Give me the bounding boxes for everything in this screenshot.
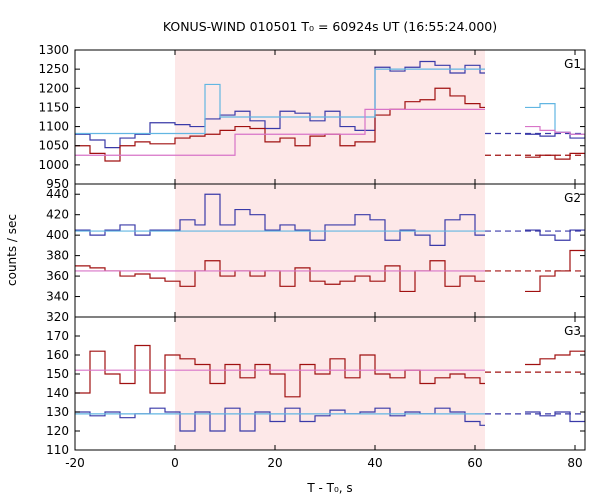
series-3-line (75, 68, 485, 135)
post-segment-3 (525, 102, 585, 135)
post-segment-4 (525, 125, 585, 135)
x-tick-label: 40 (367, 456, 382, 470)
x-tick-label: 0 (171, 456, 179, 470)
y-tick-label: 160 (46, 348, 69, 362)
y-tick-label: 400 (46, 228, 69, 242)
post-segment-2 (525, 249, 585, 293)
plot-panels: 9501000105011001150120012501300G13203403… (38, 43, 586, 470)
y-tick-label: 320 (46, 310, 69, 324)
x-tick-label: 20 (267, 456, 282, 470)
series-1-line (75, 193, 485, 246)
series-2-line (75, 260, 485, 293)
y-tick-label: 1200 (38, 81, 69, 95)
panel-plot-area (75, 193, 585, 293)
panel-label: G3 (564, 324, 581, 338)
panel-plot-area (75, 344, 585, 432)
y-axis-title: counts / sec (5, 214, 19, 286)
x-tick-label: -20 (65, 456, 85, 470)
y-tick-label: 1250 (38, 62, 69, 76)
chart-title: KONUS-WIND 010501 T₀ = 60924s UT (16:55:… (163, 19, 497, 34)
panel-label: G1 (564, 57, 581, 71)
panel-g1: 950 1000 1050 1100 1150 1200 1250 1300 G1 (38, 43, 586, 191)
y-tick-label: 420 (46, 208, 69, 222)
y-tick-label: 1150 (38, 100, 69, 114)
y-tick-label: 380 (46, 249, 69, 263)
x-tick-label: 80 (567, 456, 582, 470)
post-segment-2 (525, 350, 585, 366)
y-tick-label: 130 (46, 405, 69, 419)
y-tick-label: 340 (46, 290, 69, 304)
series-4-line (75, 108, 485, 156)
y-tick-label: 1000 (38, 158, 69, 172)
panel-g2: 320 340 360 380 400 420 440 G2 (46, 183, 586, 324)
panel-plot-area (75, 60, 585, 162)
y-tick-label: 360 (46, 269, 69, 283)
y-tick-label: 150 (46, 367, 69, 381)
series-2-line (75, 87, 485, 162)
y-tick-label: 950 (46, 177, 69, 191)
y-tick-label: 440 (46, 187, 69, 201)
panel-frame (74, 316, 586, 451)
y-tick-label: 120 (46, 424, 69, 438)
y-tick-label: 110 (46, 443, 69, 457)
y-tick-label: 1100 (38, 120, 69, 134)
y-tick-label: 170 (46, 329, 69, 343)
post-segment-1 (525, 229, 585, 241)
y-tick-label: 1050 (38, 139, 69, 153)
x-tick-label: 60 (467, 456, 482, 470)
post-segment-1 (525, 411, 585, 423)
post-segment-2 (525, 152, 585, 160)
panel-label: G2 (564, 191, 581, 205)
panel-g3: 110 120 130 140 150 160 170 G3 (46, 316, 586, 457)
series-2-line (75, 344, 485, 398)
y-tick-label: 140 (46, 386, 69, 400)
y-tick-label: 1300 (38, 43, 69, 57)
series-1-line (75, 60, 485, 149)
x-axis-title: T - T₀, s (306, 481, 352, 495)
highlight-interval (175, 184, 485, 317)
